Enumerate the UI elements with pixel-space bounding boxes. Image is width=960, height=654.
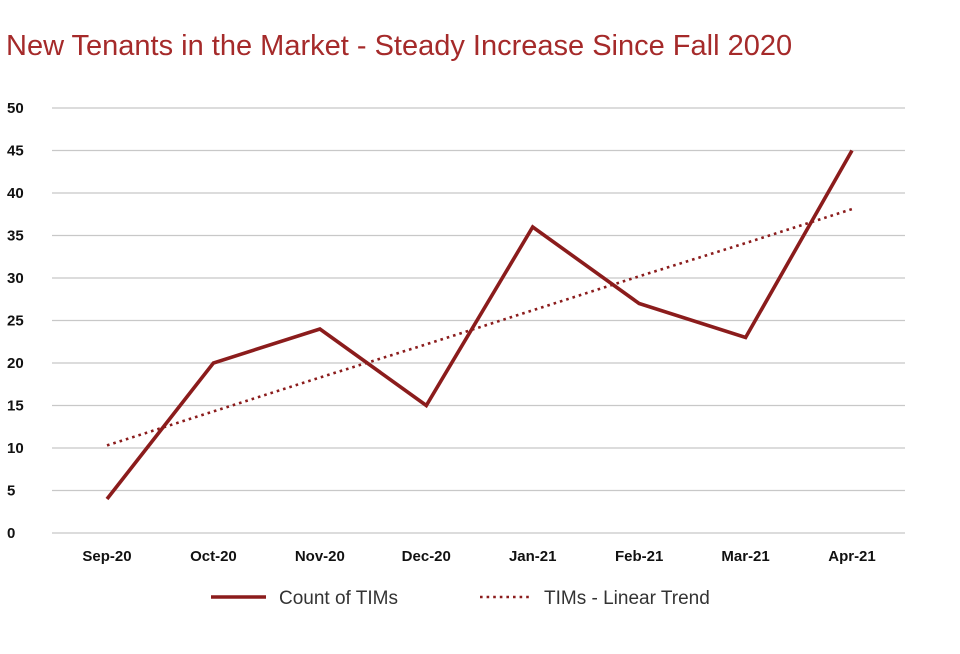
- x-axis-tick-labels: Sep-20 Oct-20 Nov-20 Dec-20 Jan-21 Feb-21 Mar-…: [82, 548, 875, 565]
- x-tick-label: Sep-20: [82, 548, 131, 565]
- legend: Count of TIMs TIMs - Linear Trend: [211, 588, 710, 609]
- y-axis-tick-labels: 0 5 10 15 20 25 30 35 40 45 50: [7, 100, 24, 542]
- y-tick-label: 35: [7, 228, 24, 245]
- y-tick-label: 20: [7, 355, 24, 372]
- y-tick-label: 25: [7, 313, 24, 330]
- y-tick-label: 30: [7, 270, 24, 287]
- y-tick-label: 50: [7, 100, 24, 117]
- gridlines: [52, 107, 905, 534]
- x-tick-label: Feb-21: [615, 548, 663, 565]
- trend-line: [106, 207, 853, 447]
- x-tick-label: Mar-21: [721, 548, 769, 565]
- x-tick-label: Apr-21: [828, 548, 876, 565]
- series-lines: [105, 149, 854, 501]
- chart-title: New Tenants in the Market - Steady Incre…: [6, 30, 793, 62]
- legend-label: TIMs - Linear Trend: [544, 588, 710, 609]
- x-tick-label: Dec-20: [402, 548, 451, 565]
- legend-label: Count of TIMs: [279, 588, 398, 609]
- y-tick-label: 40: [7, 185, 24, 202]
- series-line: [105, 149, 854, 501]
- y-tick-label: 10: [7, 440, 24, 457]
- y-tick-label: 15: [7, 398, 24, 415]
- x-tick-label: Nov-20: [295, 548, 345, 565]
- y-tick-label: 5: [7, 483, 15, 500]
- x-tick-label: Jan-21: [509, 548, 557, 565]
- y-tick-label: 45: [7, 143, 24, 160]
- y-tick-label: 0: [7, 525, 15, 542]
- x-tick-label: Oct-20: [190, 548, 237, 565]
